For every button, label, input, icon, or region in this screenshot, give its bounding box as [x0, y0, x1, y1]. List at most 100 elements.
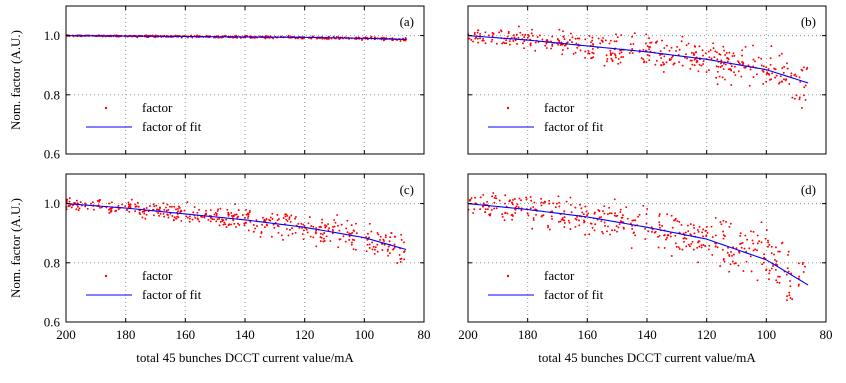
- x-tick-label: 100: [355, 327, 375, 342]
- factor-point: [554, 206, 557, 209]
- factor-point: [495, 197, 498, 200]
- factor-point: [366, 232, 369, 235]
- factor-point: [668, 49, 671, 52]
- factor-point: [580, 207, 583, 210]
- factor-point: [683, 240, 685, 243]
- factor-point: [479, 37, 481, 40]
- factor-point: [169, 212, 172, 215]
- factor-point: [403, 241, 405, 244]
- factor-point: [778, 281, 781, 284]
- factor-point: [715, 76, 718, 79]
- factor-point: [290, 214, 293, 217]
- factor-point: [722, 230, 725, 233]
- factor-point: [260, 232, 263, 235]
- factor-point: [733, 65, 736, 68]
- factor-point: [722, 45, 725, 48]
- factor-point: [153, 205, 156, 208]
- factor-point: [86, 207, 89, 210]
- factor-point: [644, 49, 647, 52]
- factor-point: [748, 84, 751, 87]
- factor-point: [698, 225, 701, 228]
- factor-point: [704, 230, 707, 232]
- factor-point: [576, 46, 579, 49]
- factor-point: [670, 214, 673, 217]
- factor-point: [530, 199, 533, 202]
- x-tick-label: 80: [418, 327, 431, 342]
- factor-point: [669, 235, 672, 238]
- factor-point: [691, 240, 694, 243]
- factor-point: [616, 230, 618, 233]
- factor-point: [482, 39, 485, 42]
- factor-point: [527, 214, 530, 217]
- factor-point: [722, 237, 725, 240]
- factor-point: [365, 250, 368, 253]
- factor-point: [678, 220, 681, 223]
- factor-point: [770, 45, 773, 48]
- factor-point: [756, 242, 759, 245]
- factor-point: [285, 227, 288, 230]
- factor-point: [505, 39, 508, 42]
- factor-point: [581, 211, 584, 214]
- factor-point: [482, 37, 485, 40]
- factor-point: [695, 51, 698, 54]
- x-tick-label: 200: [56, 327, 76, 342]
- factor-point: [648, 48, 651, 51]
- factor-point: [490, 40, 493, 43]
- factor-point: [765, 73, 768, 76]
- y-tick-label: 0.6: [44, 315, 61, 330]
- factor-point: [342, 235, 345, 238]
- factor-point: [728, 225, 731, 228]
- factor-point: [773, 67, 776, 70]
- factor-point: [563, 44, 566, 47]
- factor-point: [754, 248, 757, 251]
- factor-point: [786, 295, 789, 298]
- factor-point: [686, 57, 689, 60]
- factor-point: [384, 236, 387, 239]
- factor-point: [769, 57, 772, 60]
- factor-point: [271, 212, 274, 215]
- panel-label: (b): [801, 14, 816, 29]
- factor-point: [694, 45, 697, 48]
- factor-point: [532, 206, 535, 209]
- factor-point: [793, 97, 796, 100]
- factor-point: [259, 235, 262, 238]
- factor-point: [556, 38, 559, 40]
- factor-point: [110, 201, 113, 204]
- factor-point: [785, 273, 788, 276]
- y-tick-label: 0.8: [44, 87, 60, 102]
- factor-point: [503, 219, 506, 222]
- factor-point: [173, 205, 176, 208]
- factor-point: [503, 42, 506, 45]
- factor-point: [569, 196, 572, 199]
- factor-point: [756, 73, 758, 76]
- factor-point: [563, 221, 566, 224]
- x-tick-label: 120: [295, 327, 315, 342]
- factor-point: [584, 233, 587, 236]
- factor-point: [622, 226, 625, 229]
- factor-point: [354, 222, 357, 225]
- factor-point: [707, 50, 710, 53]
- factor-point: [476, 31, 479, 34]
- factor-point: [610, 53, 613, 56]
- factor-point: [171, 215, 174, 217]
- factor-point: [698, 240, 701, 243]
- factor-point: [78, 207, 81, 210]
- factor-point: [188, 217, 191, 220]
- factor-point: [205, 209, 207, 212]
- factor-point: [722, 258, 725, 261]
- factor-point: [108, 202, 110, 205]
- factor-point: [333, 225, 336, 228]
- factor-point: [655, 59, 658, 62]
- factor-point: [732, 253, 735, 256]
- factor-point: [247, 215, 250, 218]
- x-tick-label: 160: [578, 327, 598, 342]
- factor-point: [536, 36, 539, 39]
- factor-point: [701, 231, 704, 234]
- factor-point: [802, 271, 805, 273]
- factor-point: [514, 208, 517, 211]
- factor-point: [572, 52, 575, 55]
- factor-point: [726, 57, 729, 59]
- factor-point: [338, 229, 341, 232]
- factor-point: [469, 198, 472, 201]
- legend-label-factor: factor: [544, 100, 575, 115]
